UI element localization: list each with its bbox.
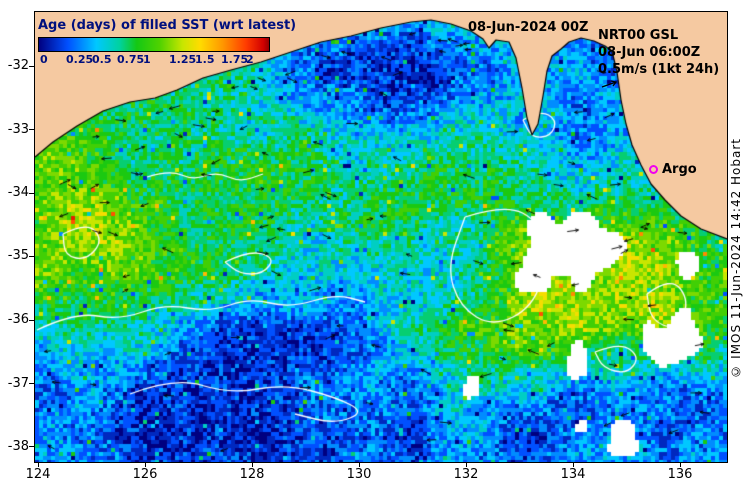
- y-axis-tick-label: -33: [7, 122, 29, 137]
- y-axis-tick: [29, 446, 35, 447]
- model-info-line2: 08-Jun 06:00Z: [598, 45, 701, 60]
- y-axis-tick-label: -37: [7, 376, 29, 391]
- y-axis-tick: [29, 193, 35, 194]
- y-axis-tick-label: -38: [7, 439, 29, 454]
- x-axis-tick: [679, 462, 681, 467]
- colorbar-tick-label: 0: [40, 53, 48, 66]
- colorbar-gradient: [38, 37, 270, 52]
- x-axis-tick-label: 134: [560, 467, 586, 482]
- y-axis-tick-label: -36: [7, 312, 29, 327]
- x-axis-tick: [251, 462, 253, 467]
- colorbar-tick-label: 0.5: [92, 53, 112, 66]
- y-axis-tick: [29, 66, 35, 67]
- colorbar-tick-label: 1.25: [169, 53, 197, 66]
- y-axis-tick: [29, 129, 35, 130]
- model-info-line3: 0.5m/s (1kt 24h): [598, 62, 720, 77]
- velocity-scale-arrow-icon: [601, 80, 618, 88]
- argo-float-marker[interactable]: [649, 165, 658, 174]
- argo-float-label[interactable]: Argo: [662, 162, 697, 177]
- x-axis-tick: [37, 462, 39, 467]
- x-axis-tick-label: 128: [239, 467, 265, 482]
- x-axis-tick-label: 130: [346, 467, 372, 482]
- model-info-line1: NRT00 GSL: [598, 28, 679, 43]
- colorbar-tick-label: 1.5: [195, 53, 215, 66]
- x-axis-tick-label: 124: [25, 467, 51, 482]
- analysis-date-label: 08-Jun-2024 00Z: [468, 20, 589, 35]
- sst-map-canvas: [35, 12, 727, 462]
- x-axis-tick-label: 136: [667, 467, 693, 482]
- y-axis-tick-label: -32: [7, 58, 29, 73]
- x-axis-tick: [572, 462, 574, 467]
- y-axis-tick: [29, 320, 35, 321]
- y-axis-tick-label: -35: [7, 248, 29, 263]
- y-axis-tick-label: -34: [7, 185, 29, 200]
- colorbar-tick-label: 1: [143, 53, 151, 66]
- x-axis-tick-label: 126: [132, 467, 158, 482]
- y-axis-tick: [29, 383, 35, 384]
- colorbar-tick-label: 1.75: [221, 53, 249, 66]
- colorbar-tick-label: 0.25: [66, 53, 94, 66]
- colorbar-title: Age (days) of filled SST (wrt latest): [38, 18, 297, 33]
- colorbar-tick-label: 0.75: [117, 53, 145, 66]
- x-axis-tick-label: 132: [453, 467, 479, 482]
- x-axis-tick: [144, 462, 146, 467]
- y-axis-tick: [29, 256, 35, 257]
- colorbar-tick-label: 2: [246, 53, 254, 66]
- x-axis-tick: [358, 462, 360, 467]
- x-axis-tick: [465, 462, 467, 467]
- copyright-watermark: © IMOS 11-Jun-2024 14:42 Hobart: [729, 138, 743, 379]
